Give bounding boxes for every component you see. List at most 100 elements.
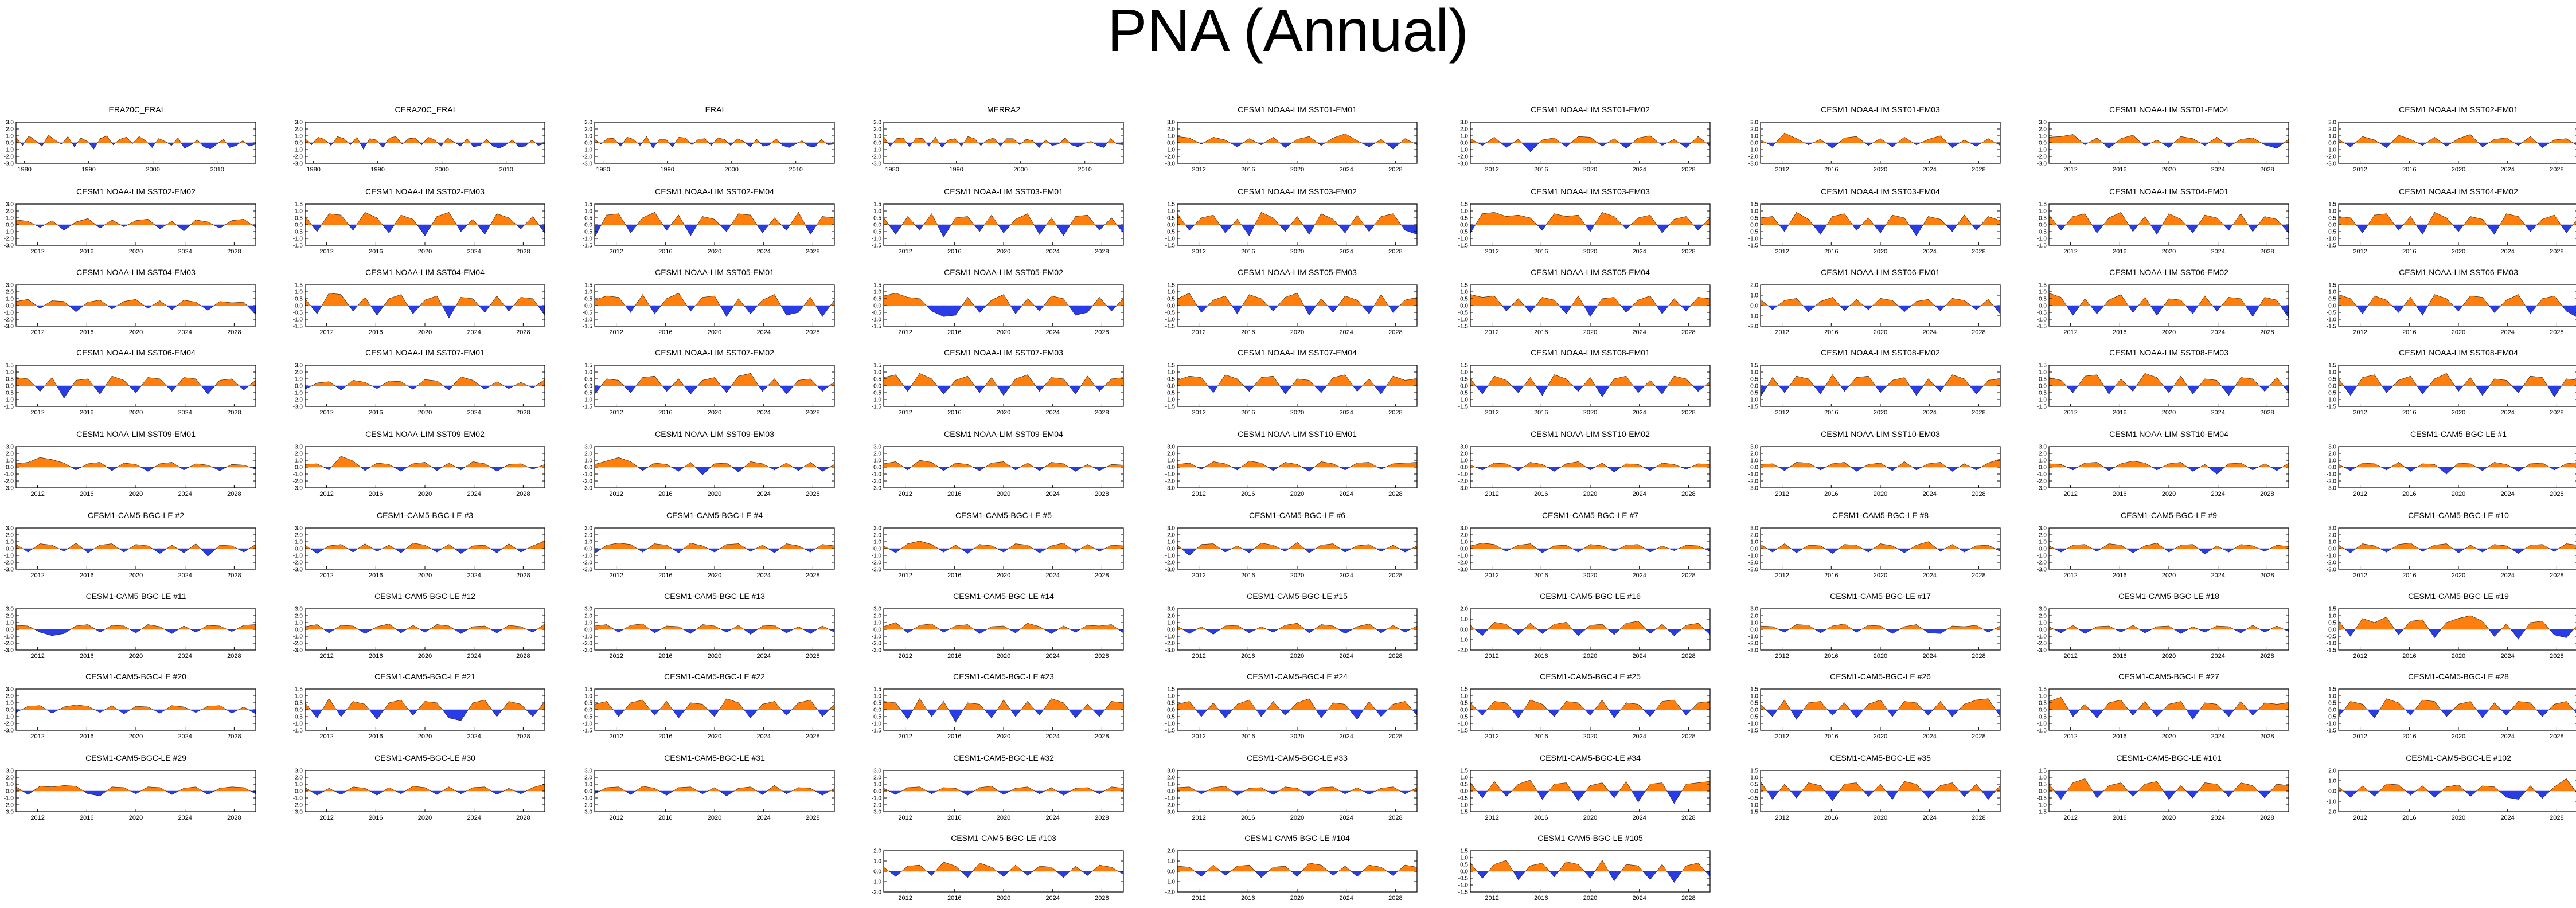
y-tick-label: 2.0 bbox=[1750, 127, 1758, 133]
x-tick-label: 1980 bbox=[17, 166, 31, 173]
x-tick-label: 2012 bbox=[1485, 733, 1498, 740]
area-segment bbox=[642, 212, 655, 225]
x-tick-label: 2012 bbox=[2353, 166, 2367, 173]
y-tick-label: -1.5 bbox=[1165, 728, 1176, 734]
area-segment bbox=[2566, 305, 2576, 317]
y-tick-label: -1.0 bbox=[293, 721, 303, 727]
panel: CESM1-CAM5-BGC-LE #2 3.02.01.00.0-1.0-2.0… bbox=[4, 511, 256, 579]
x-tick-label: 2012 bbox=[2063, 329, 2077, 336]
x-tick-label: 2028 bbox=[1972, 572, 1985, 579]
y-tick-label: 3.0 bbox=[2039, 526, 2047, 532]
x-tick-label: 2020 bbox=[1874, 733, 1887, 740]
panel-title: CESM1-CAM5-BGC-LE #25 bbox=[1540, 672, 1641, 681]
x-tick-label: 2024 bbox=[1922, 248, 1936, 255]
x-tick-label: 2024 bbox=[1922, 491, 1936, 498]
y-tick-label: -0.5 bbox=[1458, 229, 1469, 236]
y-tick-label: 1.5 bbox=[2039, 687, 2047, 693]
x-tick-label: 2012 bbox=[1775, 733, 1789, 740]
x-tick-label: 2024 bbox=[1045, 248, 1059, 255]
area-segment bbox=[48, 135, 56, 143]
y-tick-label: 0.0 bbox=[6, 707, 14, 714]
x-tick-label: 2016 bbox=[2113, 329, 2126, 336]
x-tick-label: 2020 bbox=[1874, 653, 1887, 660]
y-tick-label: 1.5 bbox=[873, 687, 881, 693]
area-segment bbox=[497, 213, 509, 225]
x-tick-label: 2012 bbox=[1775, 572, 1789, 579]
area-segment bbox=[2362, 618, 2375, 630]
y-tick-label: 0.0 bbox=[584, 383, 592, 390]
y-tick-label: 3.0 bbox=[873, 444, 881, 451]
y-tick-label: 2.0 bbox=[1460, 451, 1468, 457]
y-tick-label: 3.0 bbox=[2328, 444, 2336, 451]
x-tick-label: 2024 bbox=[1045, 409, 1059, 416]
y-tick-label: -3.0 bbox=[872, 486, 882, 492]
y-tick-label: -3.0 bbox=[1748, 648, 1759, 654]
y-tick-label: -1.5 bbox=[2037, 404, 2047, 410]
area-segment bbox=[2506, 213, 2519, 225]
panel-title: CERA20C_ERAI bbox=[395, 105, 455, 114]
x-tick-label: 2020 bbox=[708, 491, 721, 498]
x-tick-label: 2020 bbox=[708, 409, 721, 416]
panel: CESM1 NOAA-LIM SST05-EM03 1.51.00.50.0-0.… bbox=[1165, 268, 1418, 336]
y-tick-label: -1.0 bbox=[1748, 721, 1759, 727]
y-tick-label: 1.0 bbox=[1460, 458, 1468, 464]
y-tick-label: -1.0 bbox=[1458, 317, 1469, 323]
area-segment bbox=[1249, 294, 1262, 306]
x-tick-label: 2020 bbox=[418, 409, 432, 416]
area-segment bbox=[2494, 462, 2507, 468]
x-tick-label: 2028 bbox=[2260, 653, 2274, 660]
x-tick-label: 2020 bbox=[1583, 409, 1597, 416]
y-tick-label: 0.5 bbox=[584, 216, 592, 222]
x-tick-label: 2028 bbox=[2260, 248, 2274, 255]
panel-title: CESM1-CAM5-BGC-LE #9 bbox=[2121, 511, 2217, 520]
panel-title: CESM1 NOAA-LIM SST05-EM03 bbox=[1238, 268, 1357, 277]
x-tick-label: 2012 bbox=[898, 409, 912, 416]
y-tick-label: 2.0 bbox=[295, 533, 303, 539]
panel-title: CESM1 NOAA-LIM SST07-EM03 bbox=[944, 348, 1063, 357]
y-tick-label: -2.0 bbox=[872, 154, 882, 161]
area-segment bbox=[2144, 543, 2157, 549]
y-tick-label: 0.0 bbox=[873, 627, 881, 633]
x-tick-label: 2020 bbox=[129, 572, 143, 579]
x-tick-label: 2012 bbox=[319, 653, 333, 660]
y-tick-label: -1.0 bbox=[1748, 236, 1759, 242]
y-tick-label: 0.0 bbox=[295, 303, 303, 310]
y-tick-label: -3.0 bbox=[872, 161, 882, 167]
y-tick-label: 3.0 bbox=[1167, 606, 1175, 613]
x-tick-label: 2012 bbox=[30, 329, 44, 336]
y-tick-label: 0.0 bbox=[1460, 465, 1468, 471]
area-segment bbox=[919, 373, 932, 386]
panel-title: CESM1 NOAA-LIM SST04-EM03 bbox=[76, 268, 196, 277]
y-tick-label: -3.0 bbox=[2037, 161, 2047, 167]
x-tick-label: 2016 bbox=[947, 329, 961, 336]
y-tick-label: 3.0 bbox=[1460, 444, 1468, 451]
y-tick-label: -2.0 bbox=[583, 154, 593, 161]
y-tick-label: 1.0 bbox=[1460, 289, 1468, 296]
x-tick-label: 2028 bbox=[1388, 572, 1402, 579]
y-tick-label: 1.5 bbox=[2328, 202, 2336, 208]
x-tick-label: 2016 bbox=[2402, 409, 2416, 416]
panel: CESM1 NOAA-LIM SST07-EM03 1.51.00.50.0-0.… bbox=[872, 348, 1124, 416]
y-tick-label: 1.0 bbox=[295, 458, 303, 464]
x-tick-label: 2028 bbox=[2260, 572, 2274, 579]
x-tick-label: 2024 bbox=[178, 248, 192, 255]
x-tick-label: 2024 bbox=[2211, 248, 2224, 255]
x-tick-label: 2016 bbox=[947, 248, 961, 255]
x-tick-label: 2016 bbox=[1534, 166, 1548, 173]
y-tick-label: -3.0 bbox=[293, 648, 303, 654]
y-tick-label: -0.5 bbox=[293, 310, 303, 316]
y-tick-label: -2.0 bbox=[293, 560, 303, 566]
x-tick-label: 2020 bbox=[1290, 329, 1304, 336]
y-tick-label: 0.0 bbox=[2328, 465, 2336, 471]
y-tick-label: 2.0 bbox=[1167, 127, 1175, 133]
x-tick-label: 2016 bbox=[1241, 653, 1255, 660]
x-tick-label: 2012 bbox=[2353, 491, 2367, 498]
panel: CESM1 NOAA-LIM SST10-EM03 3.02.01.00.0-1.… bbox=[1748, 429, 2001, 498]
panel-title: CESM1-CAM5-BGC-LE #3 bbox=[377, 511, 473, 520]
y-tick-label: 0.0 bbox=[2328, 383, 2336, 390]
x-tick-label: 2028 bbox=[1972, 248, 1985, 255]
y-tick-label: 3.0 bbox=[295, 606, 303, 613]
series-line bbox=[883, 293, 1124, 317]
area-segment bbox=[666, 292, 679, 306]
